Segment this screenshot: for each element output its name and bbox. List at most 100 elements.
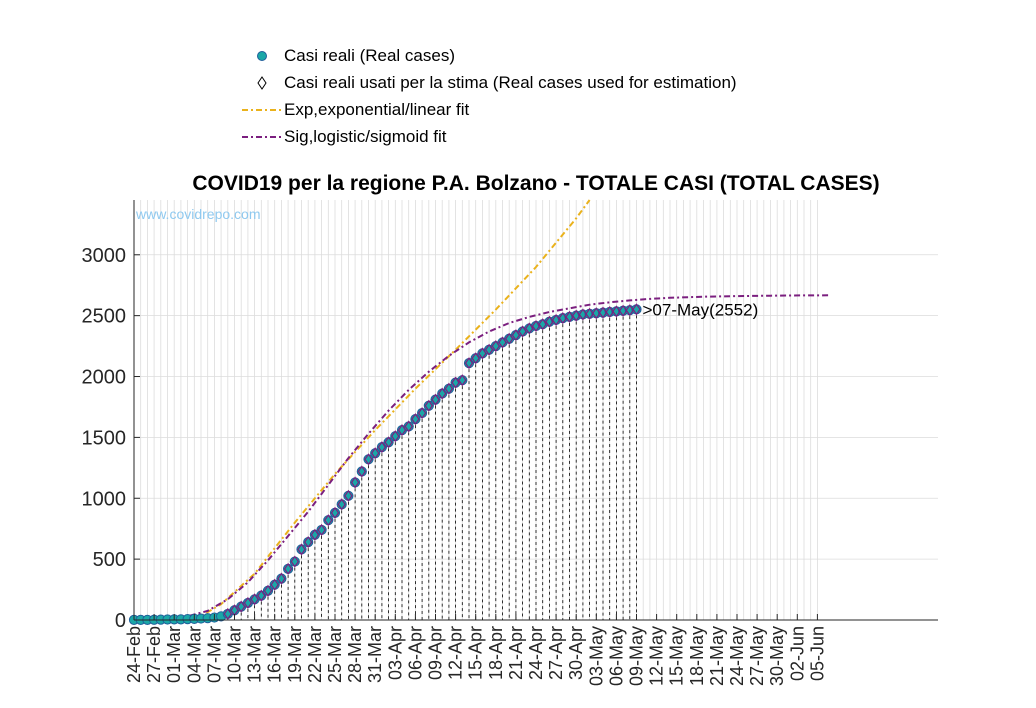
estimation-point — [464, 357, 474, 370]
x-tick-label: 05-Jun — [807, 626, 827, 681]
chart-title: COVID19 per la regione P.A. Bolzano - TO… — [192, 172, 880, 195]
x-tick-label: 21-May — [707, 626, 727, 686]
estimation-point — [290, 555, 300, 568]
estimation-point — [484, 343, 494, 356]
legend-entry-sig-fit: Sig,logistic/sigmoid fit — [240, 123, 737, 150]
estimation-point — [605, 305, 614, 319]
x-tick-label: 21-Apr — [506, 626, 526, 680]
estimation-point — [612, 305, 621, 318]
x-tick-label: 18-May — [687, 626, 707, 686]
x-tick-label: 09-May — [627, 626, 647, 686]
x-tick-label: 18-Apr — [486, 626, 506, 680]
estimation-point — [451, 376, 460, 389]
estimation-point — [257, 589, 266, 602]
estimation-point — [444, 382, 454, 395]
x-tick-label: 12-May — [647, 626, 667, 686]
estimation-point — [518, 325, 527, 338]
estimation-point — [391, 430, 400, 443]
diamond-icon — [240, 73, 284, 93]
x-tick-label: 30-May — [767, 626, 787, 686]
estimation-point — [417, 406, 427, 420]
estimation-point — [236, 600, 246, 613]
x-tick-label: 27-Apr — [546, 626, 566, 680]
estimation-point — [632, 303, 641, 316]
legend-label: Casi reali usati per la stima (Real case… — [284, 72, 737, 92]
x-tick-label: 06-Apr — [405, 626, 425, 680]
estimation-point — [384, 436, 393, 449]
estimation-point — [310, 528, 320, 541]
legend: Casi reali (Real cases) Casi reali usati… — [240, 42, 737, 150]
estimation-point — [511, 329, 521, 342]
last-value-annotation: >07-May(2552) — [643, 300, 759, 319]
estimation-point — [411, 413, 420, 426]
estimation-point — [277, 572, 286, 585]
x-tick-label: 27-May — [747, 626, 767, 686]
estimation-point — [404, 420, 413, 433]
estimation-point — [538, 318, 547, 331]
estimation-point — [578, 308, 588, 321]
legend-label: Casi reali (Real cases) — [284, 45, 455, 65]
legend-entry-estimation: Casi reali usati per la stima (Real case… — [240, 69, 737, 96]
x-tick-label: 24-May — [727, 626, 747, 686]
estimation-point — [585, 307, 594, 320]
x-tick-label: 01-Mar — [164, 626, 184, 683]
legend-label: Sig,logistic/sigmoid fit — [284, 126, 447, 146]
y-tick-label: 2000 — [82, 367, 127, 389]
estimation-point — [545, 315, 554, 328]
x-tick-label: 19-Mar — [285, 626, 305, 683]
estimation-point — [250, 593, 259, 606]
estimation-point — [283, 562, 293, 575]
estimation-point — [344, 489, 353, 502]
estimation-point — [498, 336, 507, 349]
dash-dot-line-icon — [240, 127, 284, 147]
y-tick-label: 2500 — [82, 306, 127, 328]
y-tick-label: 1500 — [82, 427, 127, 449]
estimation-point — [324, 514, 333, 527]
y-tick-label: 0 — [115, 610, 126, 632]
estimation-point — [437, 387, 447, 400]
estimation-point — [370, 447, 380, 460]
estimation-point — [243, 596, 253, 610]
estimation-point — [317, 523, 326, 536]
x-tick-label: 12-Apr — [446, 626, 466, 680]
estimation-point — [531, 319, 541, 333]
x-tick-label: 27-Feb — [144, 626, 164, 683]
watermark: www.covidrepo.com — [136, 206, 261, 222]
x-tick-label: 30-Apr — [566, 626, 586, 680]
x-tick-label: 07-Mar — [204, 626, 224, 683]
estimation-point — [357, 465, 367, 478]
filled-circle-icon — [240, 46, 284, 66]
estimation-point — [303, 536, 313, 549]
estimation-point — [424, 399, 434, 412]
x-tick-label: 15-Apr — [466, 626, 486, 680]
estimation-point — [337, 498, 346, 511]
estimation-point — [618, 304, 628, 317]
x-tick-label: 24-Feb — [124, 626, 144, 683]
x-tick-label: 22-Mar — [305, 626, 325, 683]
y-tick-label: 3000 — [82, 245, 127, 267]
x-tick-label: 25-Mar — [325, 626, 345, 683]
sig-fit-line — [133, 294, 831, 620]
estimation-point — [431, 393, 440, 406]
x-tick-label: 24-Apr — [526, 626, 546, 680]
x-tick-label: 28-Mar — [345, 626, 365, 683]
legend-entry-real: Casi reali (Real cases) — [240, 42, 737, 69]
x-tick-label: 16-Mar — [265, 626, 285, 683]
x-tick-label: 31-Mar — [365, 626, 385, 683]
estimation-point — [571, 309, 581, 322]
y-tick-label: 500 — [93, 549, 126, 571]
estimation-point — [330, 506, 340, 519]
estimation-point — [471, 352, 480, 365]
estimation-point — [625, 304, 635, 317]
x-tick-label: 09-Apr — [426, 626, 446, 680]
estimation-point — [263, 584, 273, 597]
estimation-point — [491, 340, 501, 353]
estimation-point — [297, 543, 306, 556]
y-tick-label: 1000 — [82, 488, 127, 510]
x-tick-label: 10-Mar — [225, 626, 245, 683]
estimation-point — [458, 374, 467, 387]
estimation-point — [558, 312, 568, 325]
estimation-point — [565, 310, 574, 323]
